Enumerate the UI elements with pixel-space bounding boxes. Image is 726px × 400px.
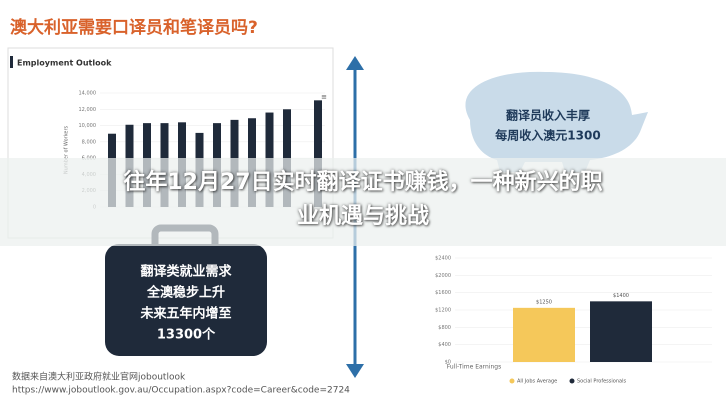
briefcase-text: 13300个 [157, 327, 216, 343]
value-label: $1400 [613, 293, 629, 299]
y-tick-label: 10,000 [79, 123, 97, 129]
y-tick-label: $0 [445, 360, 451, 366]
y-tick-label: $1200 [435, 308, 451, 314]
bar [513, 307, 575, 362]
y-tick-label: $800 [438, 325, 451, 331]
source-text: 数据来自澳大利亚政府就业官网joboutlook [12, 371, 186, 383]
legend-swatch [569, 378, 575, 384]
piggy-text: 每周收入澳元1300 [495, 128, 600, 143]
legend-swatch [509, 378, 515, 384]
y-tick-label: $1600 [435, 290, 451, 296]
briefcase-text: 未来五年内增至 [139, 306, 231, 322]
y-tick-label: $2400 [435, 256, 451, 262]
legend-label: Social Professionals [577, 379, 626, 385]
x-axis-label: Full-Time Earnings [447, 364, 502, 371]
title-band [0, 158, 726, 246]
value-label: $1250 [536, 299, 552, 305]
briefcase [105, 244, 267, 356]
chart-title: Employment Outlook [17, 59, 112, 68]
y-axis-label: Number of Workers [64, 125, 70, 174]
legend-label: All Jobs Average [517, 379, 557, 385]
bar [314, 100, 322, 207]
y-tick-label: $400 [438, 342, 451, 348]
source-text: https://www.joboutlook.gov.au/Occupation… [12, 386, 350, 396]
y-tick-label: 12,000 [79, 107, 97, 113]
title-marker [10, 56, 13, 68]
briefcase-text: 翻译类就业需求 [140, 264, 232, 280]
piggy-text: 翻译员收入丰厚 [506, 108, 590, 123]
header-title: 澳大利亚需要口译员和笔译员吗? [10, 17, 258, 38]
overlay-title: 往年12月27日实时翻译证书赚钱，一种新兴的职业机遇与挑战 [123, 170, 603, 229]
menu-icon: ≡ [321, 93, 327, 101]
bar [590, 301, 652, 362]
y-tick-label: $2000 [435, 273, 451, 279]
y-tick-label: 8,000 [82, 139, 96, 145]
briefcase-text: 全澳稳步上升 [146, 285, 225, 301]
piggy-bank [465, 71, 648, 172]
y-tick-label: 14,000 [79, 91, 97, 97]
